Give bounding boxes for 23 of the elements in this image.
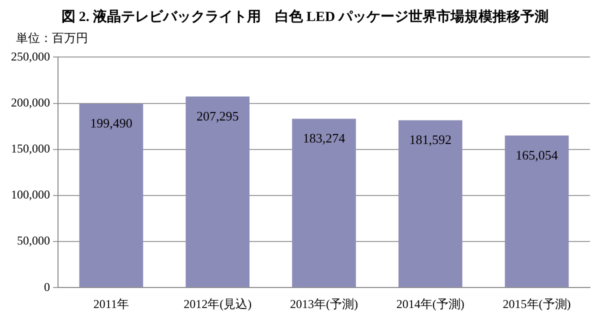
text: 単位：百万円: [16, 30, 89, 47]
bar: [186, 96, 250, 288]
x-tick-label: 2011年: [93, 296, 129, 311]
chart-title: 図 2. 液晶テレビバックライト用 白色 LED パッケージ世界市場規模推移予測: [60, 8, 550, 26]
x-tick-label: 2015年(予測): [502, 296, 571, 311]
bar: [79, 104, 144, 288]
data-label: 207,295: [196, 108, 239, 124]
y-tick-label: 0: [44, 280, 50, 294]
bar: [398, 120, 462, 288]
bar: [504, 135, 569, 288]
y-tick-label: 50,000: [17, 234, 50, 248]
y-tick-label: 250,000: [11, 49, 50, 64]
data-label: 165,054: [516, 147, 558, 162]
x-tick-label: 2013年(予測): [290, 296, 358, 311]
x-tick-label: 2012年(見込): [184, 296, 252, 311]
data-label: 183,274: [302, 130, 346, 146]
bar: [292, 118, 356, 288]
x-tick-label: 2014年(予測): [396, 296, 464, 311]
y-tick-label: 150,000: [11, 142, 50, 156]
data-label: 199,490: [90, 116, 132, 131]
y-tick-label: 100,000: [11, 188, 50, 202]
y-tick-label: 200,000: [11, 95, 50, 110]
data-label: 181,592: [409, 132, 452, 148]
